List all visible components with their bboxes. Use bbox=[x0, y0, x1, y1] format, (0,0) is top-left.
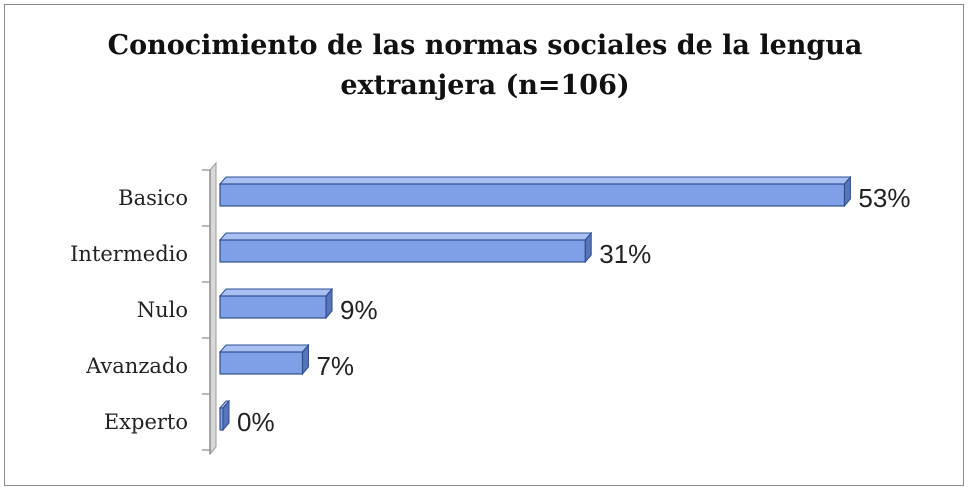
bar-front-face bbox=[219, 183, 846, 207]
bar-front-face bbox=[219, 239, 586, 263]
chart-title-line-1: Conocimiento de las normas sociales de l… bbox=[107, 30, 863, 61]
bar-top-face bbox=[218, 232, 593, 241]
labels: Basico 53% Intermedio 31% Nulo 9% Avanzado 7% Ex… bbox=[70, 183, 910, 437]
axis-wall bbox=[209, 161, 217, 456]
category-label: Intermedio bbox=[70, 242, 188, 266]
bar-nulo bbox=[218, 287, 334, 320]
value-label: 31% bbox=[599, 239, 651, 269]
category-label: Experto bbox=[104, 410, 188, 434]
bar-experto bbox=[218, 399, 231, 432]
chart-title-line-2: extranjera (n=106) bbox=[340, 70, 630, 101]
value-label: 7% bbox=[316, 351, 354, 381]
category-label: Basico bbox=[118, 186, 188, 210]
bar-front-face bbox=[219, 351, 304, 375]
category-label: Nulo bbox=[137, 298, 188, 322]
bar-top-face bbox=[218, 176, 852, 185]
bar-front-face bbox=[219, 295, 327, 319]
category-label: Avanzado bbox=[85, 354, 188, 378]
value-label: 0% bbox=[237, 407, 275, 437]
category-axis bbox=[202, 161, 217, 456]
bar-top-face bbox=[218, 288, 334, 297]
bar-intermedio bbox=[218, 231, 593, 264]
bar-basico bbox=[218, 175, 852, 208]
value-label: 53% bbox=[858, 183, 910, 213]
bar-top-face bbox=[218, 344, 310, 353]
value-label: 9% bbox=[340, 295, 378, 325]
bars bbox=[218, 175, 852, 432]
bar-front-face bbox=[219, 407, 224, 431]
chart-title: Conocimiento de las normas sociales de l… bbox=[0, 26, 970, 106]
bar-avanzado bbox=[218, 343, 310, 376]
